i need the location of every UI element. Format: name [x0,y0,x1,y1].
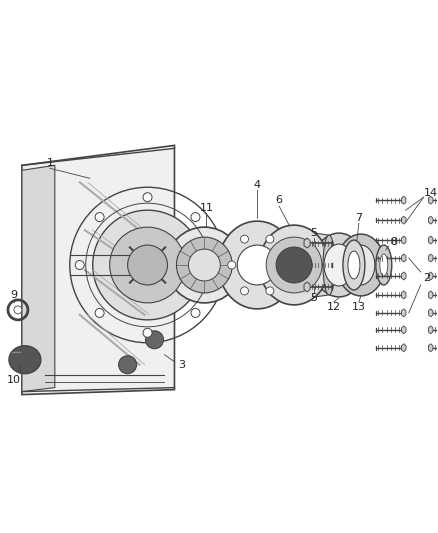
Circle shape [93,210,202,320]
Ellipse shape [343,240,365,290]
Polygon shape [402,254,406,262]
Polygon shape [428,196,433,204]
Circle shape [279,261,286,269]
Polygon shape [304,238,310,248]
Ellipse shape [376,245,392,285]
Polygon shape [402,272,406,280]
Circle shape [119,356,137,374]
Polygon shape [402,216,406,224]
Polygon shape [402,236,406,244]
Ellipse shape [259,225,329,305]
Ellipse shape [380,254,388,276]
Circle shape [237,245,277,285]
Text: 6: 6 [276,195,283,205]
Circle shape [75,261,84,270]
Text: 1: 1 [46,158,53,168]
Polygon shape [304,282,310,292]
Circle shape [95,309,104,318]
Ellipse shape [337,234,385,296]
Polygon shape [428,291,433,299]
Circle shape [266,237,322,293]
Circle shape [14,306,22,314]
Text: 9: 9 [11,290,18,300]
Circle shape [266,287,274,295]
Circle shape [143,328,152,337]
Text: 5: 5 [311,228,318,238]
Polygon shape [428,344,433,352]
Ellipse shape [313,233,365,297]
Circle shape [191,213,200,222]
Ellipse shape [323,235,335,295]
Circle shape [211,261,220,270]
Circle shape [240,287,248,295]
Circle shape [95,213,104,222]
Circle shape [266,235,274,243]
Circle shape [177,237,232,293]
Polygon shape [402,344,406,352]
Polygon shape [402,291,406,299]
Polygon shape [428,309,433,317]
Text: 3: 3 [178,360,185,370]
Circle shape [110,227,185,303]
Polygon shape [428,236,433,244]
Circle shape [228,261,236,269]
Text: 5: 5 [311,293,318,303]
Text: 13: 13 [352,302,366,312]
Circle shape [145,331,163,349]
Text: 11: 11 [199,203,213,213]
Circle shape [276,247,312,283]
Text: 14: 14 [424,188,438,198]
Ellipse shape [218,221,296,309]
Polygon shape [22,146,174,394]
Text: 4: 4 [254,180,261,190]
Polygon shape [304,260,310,270]
Ellipse shape [324,244,354,286]
Polygon shape [22,165,55,392]
Text: 2: 2 [423,273,430,283]
Ellipse shape [9,346,41,374]
Circle shape [188,249,220,281]
Polygon shape [428,326,433,334]
Circle shape [127,245,167,285]
Circle shape [143,193,152,201]
Text: 7: 7 [355,213,363,223]
Polygon shape [428,254,433,262]
Polygon shape [402,326,406,334]
Circle shape [166,227,242,303]
Circle shape [191,309,200,318]
Text: 10: 10 [7,375,21,385]
Text: 8: 8 [390,237,397,247]
Polygon shape [402,196,406,204]
Text: 12: 12 [327,302,341,312]
Polygon shape [428,272,433,280]
Polygon shape [402,309,406,317]
Ellipse shape [347,245,375,285]
Circle shape [240,235,248,243]
Polygon shape [428,216,433,224]
Ellipse shape [348,251,360,279]
Polygon shape [294,230,329,300]
